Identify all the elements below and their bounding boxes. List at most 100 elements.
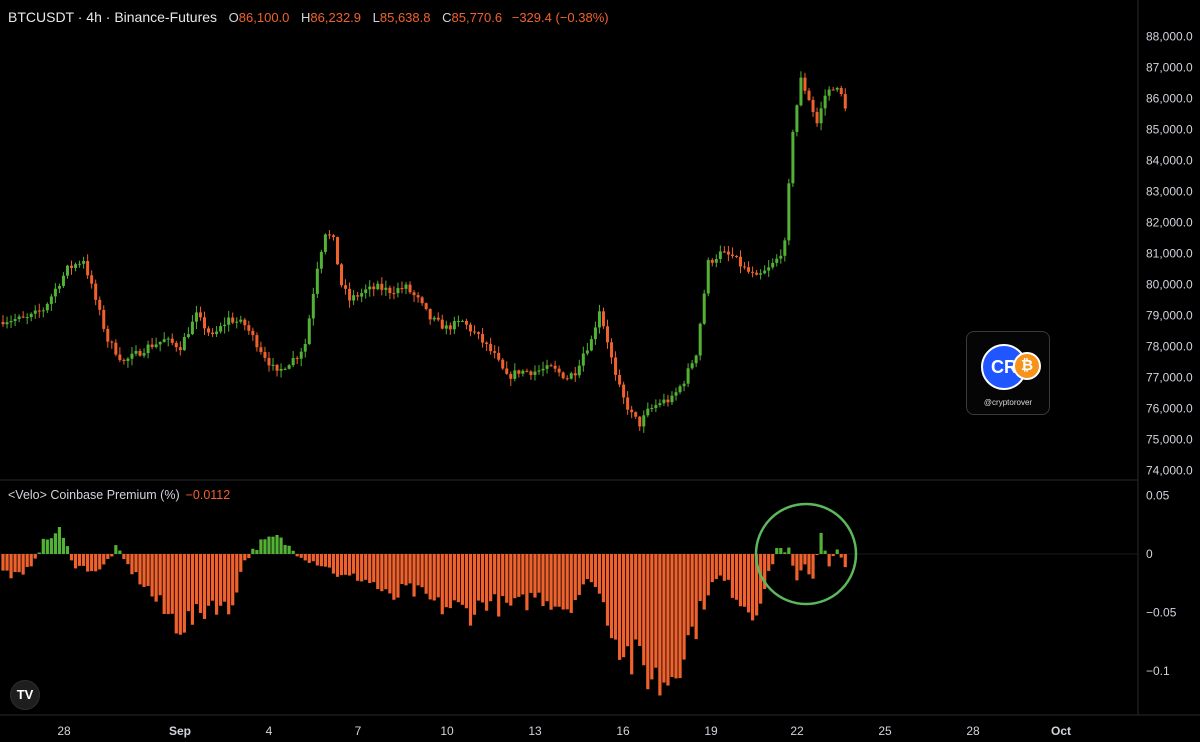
premium-bar (138, 554, 142, 585)
premium-bar (553, 554, 557, 607)
candle-body (839, 88, 843, 95)
candle-body (642, 415, 646, 427)
candle-body (65, 265, 69, 276)
premium-bar (251, 548, 255, 554)
watermark-handle: @cryptorover (983, 398, 1033, 407)
premium-bar (634, 554, 638, 640)
candle-body (150, 344, 154, 348)
candle-body (743, 266, 747, 268)
premium-bar (791, 554, 795, 566)
premium-bar (787, 547, 791, 554)
premium-bar (464, 554, 469, 609)
candle-body (138, 350, 142, 356)
candle-body (352, 295, 356, 301)
candle-body (335, 237, 339, 265)
premium-bar (73, 554, 78, 569)
candle-body (331, 235, 335, 238)
premium-bar (206, 554, 211, 606)
candle-body (271, 364, 275, 366)
candle-body (384, 287, 388, 290)
candle-body (17, 316, 21, 320)
candle-body (747, 267, 751, 272)
candle-body (650, 407, 654, 409)
premium-bar (714, 554, 718, 580)
premium-bar (698, 554, 702, 601)
premium-bar (811, 554, 815, 579)
premium-bar (646, 554, 650, 690)
premium-bar (396, 554, 400, 598)
premium-bar (231, 554, 235, 606)
premium-bar (384, 554, 388, 590)
candle-body (392, 293, 396, 295)
premium-bar (638, 554, 642, 647)
candle-body (843, 94, 847, 109)
premium-bar (549, 554, 553, 610)
premium-bar (190, 554, 195, 625)
candle-body (376, 283, 380, 290)
premium-bar (114, 545, 118, 554)
premium-bar (746, 554, 751, 613)
premium-bar (702, 554, 706, 610)
price-axis-label: 87,000.0 (1146, 61, 1193, 75)
premium-bar (134, 554, 138, 573)
premium-bar (404, 554, 408, 586)
low-label: L (372, 10, 380, 25)
premium-bar (102, 554, 106, 565)
candle-body (190, 321, 194, 335)
premium-bar (658, 554, 662, 696)
change-value: −329.4 (−0.38%) (511, 10, 609, 25)
premium-bar (420, 554, 424, 588)
premium-bar (291, 550, 295, 554)
candle-body (581, 353, 585, 366)
premium-bar (726, 554, 730, 580)
premium-axis-label: 0 (1146, 547, 1153, 561)
premium-bar (1, 554, 5, 571)
candle-body (827, 89, 831, 96)
premium-bar (49, 538, 53, 554)
premium-bar (279, 537, 283, 554)
candle-body (678, 386, 682, 393)
candle-body (557, 368, 561, 373)
premium-bar (9, 554, 13, 579)
premium-bar (219, 554, 223, 606)
candle-body (372, 286, 376, 290)
candle-body (259, 347, 263, 352)
candle-body (323, 234, 327, 252)
candle-body (239, 319, 243, 322)
candle-body (5, 322, 9, 325)
candle-body (400, 288, 404, 290)
premium-bar (98, 554, 102, 570)
premium-bar (25, 554, 29, 568)
premium-bar (311, 554, 315, 562)
premium-bar (642, 554, 646, 666)
premium-bar (352, 554, 356, 574)
premium-bar (775, 548, 779, 554)
indicator-legend[interactable]: <Velo> Coinbase Premium (%) −0.0112 (8, 488, 230, 502)
candle-body (767, 267, 771, 271)
premium-bar (53, 533, 57, 554)
tradingview-logo-icon[interactable]: TV (10, 680, 40, 710)
time-axis-label: 25 (878, 724, 892, 738)
premium-bar (839, 554, 843, 558)
premium-bar (489, 554, 493, 602)
premium-bar (678, 554, 682, 679)
premium-bar (674, 554, 678, 679)
premium-bar (65, 546, 70, 554)
premium-bar (86, 554, 90, 572)
premium-bar (255, 550, 259, 554)
candle-body (795, 105, 799, 132)
premium-bar (335, 554, 340, 577)
candle-body (698, 323, 702, 356)
candle-body (86, 261, 90, 276)
premium-bar (581, 554, 585, 585)
premium-axis-label: −0.05 (1146, 606, 1177, 620)
candle-body (634, 412, 638, 417)
candle-body (726, 251, 730, 255)
premium-bar (243, 554, 247, 561)
candle-body (182, 337, 186, 351)
candle-body (9, 321, 13, 323)
symbol-title[interactable]: BTCUSDT · 4h · Binance-Futures (8, 9, 218, 25)
candle-body (53, 288, 57, 297)
candle-body (49, 296, 53, 304)
